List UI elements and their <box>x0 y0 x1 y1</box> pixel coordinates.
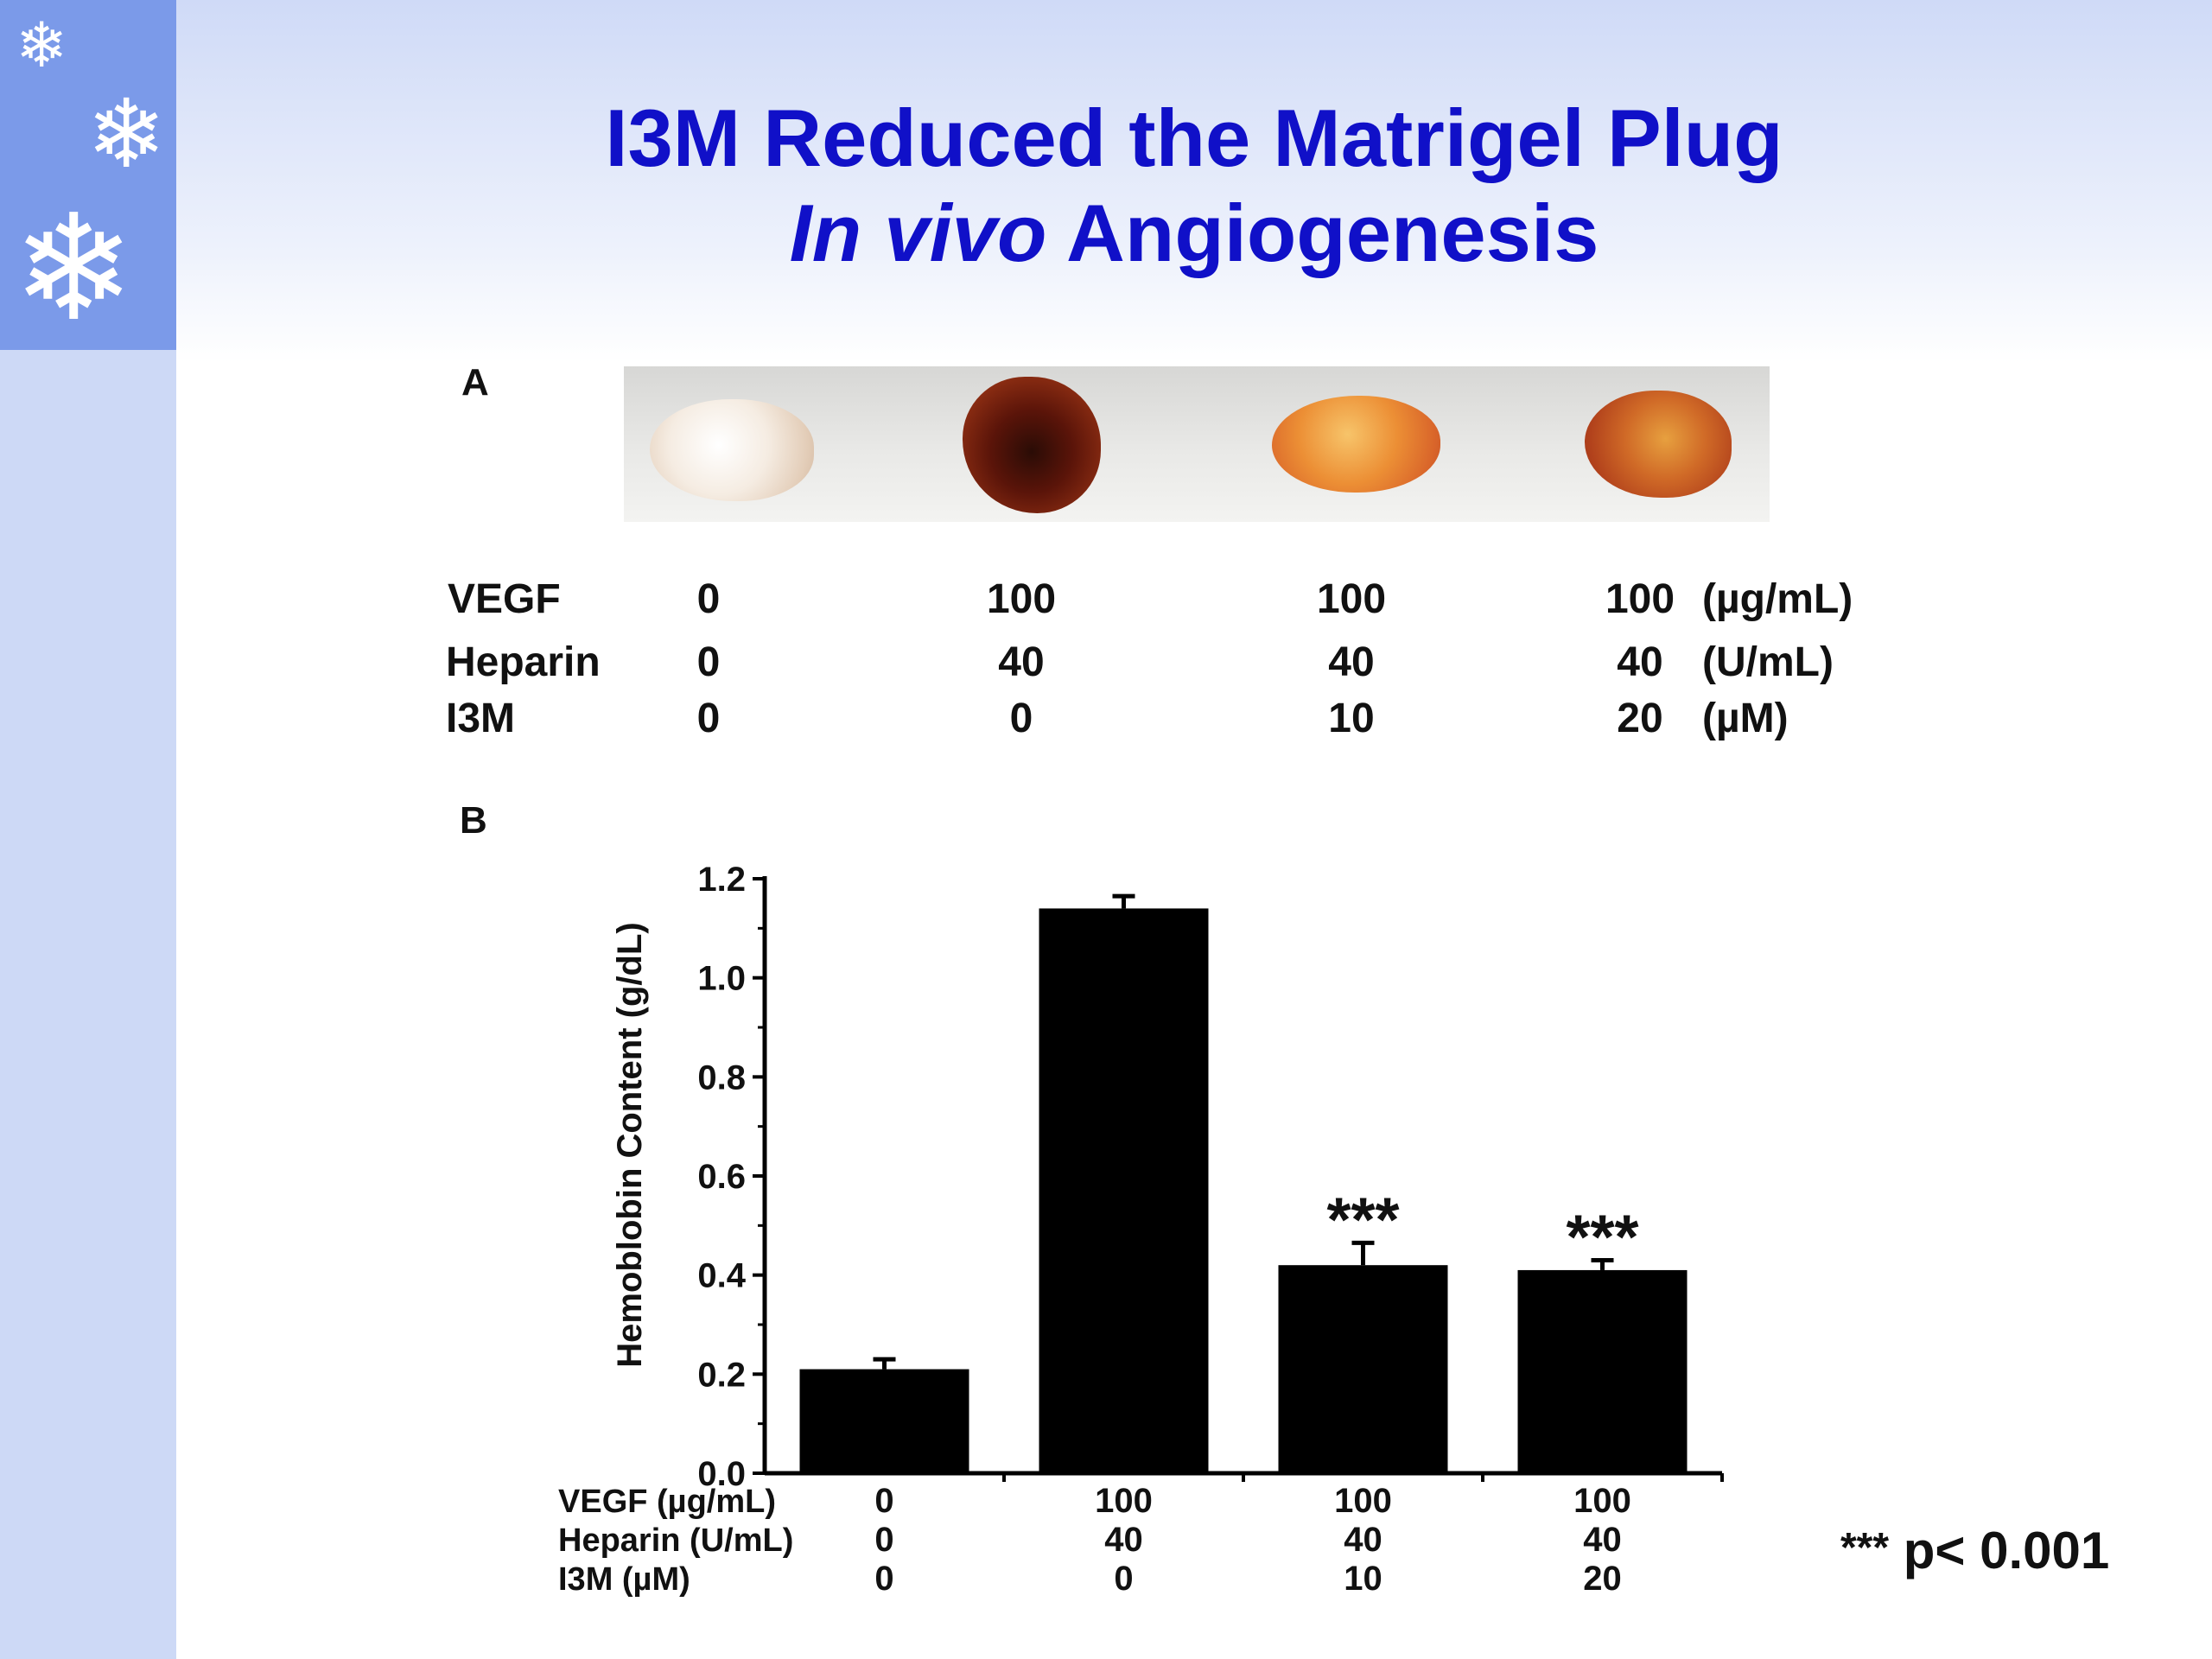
side-decor-panel: ❄ ❄ ❄ <box>0 0 176 350</box>
x-tick-label: 20 <box>1583 1560 1622 1598</box>
slide-background <box>0 0 2212 363</box>
matrigel-plug-photo <box>624 366 1770 522</box>
panel-b-label: B <box>460 799 487 842</box>
table-cell: 100 <box>986 576 1057 622</box>
significance-marker: *** <box>1566 1203 1638 1272</box>
x-tick-label: 0 <box>1114 1560 1133 1598</box>
y-tick-label: 0.2 <box>697 1356 746 1394</box>
y-tick-label: 1.2 <box>697 861 746 899</box>
panel-a-label: A <box>461 361 489 404</box>
table-cell: 10 <box>1328 696 1375 741</box>
y-axis-label: Hemoblobin Content (g/dL) <box>611 922 649 1367</box>
x-row-label: I3M (µM) <box>558 1561 690 1598</box>
x-tick-label: 40 <box>1104 1521 1143 1559</box>
x-tick-label: 100 <box>1334 1482 1392 1520</box>
snowflake-icon: ❄ <box>16 9 68 81</box>
table-row-label: Heparin <box>446 639 601 685</box>
snowflake-icon: ❄ <box>86 79 167 189</box>
table-cell: 20 <box>1617 696 1663 741</box>
x-tick-label: 100 <box>1573 1482 1631 1520</box>
title-line-2: Angiogenesis <box>1046 188 1599 278</box>
table-cell: 0 <box>696 576 721 622</box>
significance-marker: *** <box>1326 1185 1399 1255</box>
table-cell: 0 <box>696 639 721 685</box>
x-tick-label: 0 <box>874 1521 893 1559</box>
y-tick-label: 1.0 <box>697 960 746 998</box>
table-cell: 40 <box>1328 639 1375 685</box>
p-value-text: p< 0.001 <box>1889 1522 2110 1580</box>
table-cell: 40 <box>1617 639 1663 685</box>
x-tick-label: 100 <box>1095 1482 1153 1520</box>
table-cell: 40 <box>998 639 1045 685</box>
table-cell: 0 <box>1009 696 1033 741</box>
table-cell: 100 <box>1316 576 1387 622</box>
table-unit: (U/mL) <box>1702 639 1834 685</box>
table-unit: (µg/mL) <box>1702 576 1853 622</box>
x-row-label: VEGF (µg/mL) <box>558 1484 776 1520</box>
y-tick-label: 0.8 <box>697 1058 746 1096</box>
snowflake-icon: ❄ <box>12 183 136 354</box>
x-tick-label: 40 <box>1583 1521 1622 1559</box>
title-line-1: I3M Reduced the Matrigel Plug <box>605 92 1783 183</box>
bar <box>1278 1265 1448 1473</box>
p-value-stars: *** <box>1840 1525 1890 1571</box>
slide-subtitle: In vivo Angiogenesis <box>176 186 2212 281</box>
x-tick-label: 40 <box>1344 1521 1382 1559</box>
x-row-label: Heparin (U/mL) <box>558 1522 793 1559</box>
table-cell: 0 <box>696 696 721 741</box>
table-cell: 100 <box>1605 576 1675 622</box>
plug-image-1 <box>650 399 814 501</box>
bar <box>1039 908 1209 1473</box>
x-tick-label: 0 <box>874 1560 893 1598</box>
table-unit: (µM) <box>1702 696 1789 741</box>
title-italic-part: In vivo <box>789 188 1047 278</box>
x-tick-label: 0 <box>874 1482 893 1520</box>
x-tick-label: 10 <box>1344 1560 1382 1598</box>
slide-title: I3M Reduced the Matrigel Plug <box>176 91 2212 186</box>
table-row-label: VEGF <box>448 576 561 622</box>
bar <box>799 1369 969 1473</box>
p-value-note: *** p< 0.001 <box>1840 1521 2109 1580</box>
bar <box>1517 1269 1688 1473</box>
y-tick-label: 0.0 <box>697 1455 746 1493</box>
table-row-label: I3M <box>446 696 516 741</box>
plug-image-3 <box>1272 396 1440 493</box>
y-tick-label: 0.6 <box>697 1158 746 1196</box>
y-tick-label: 0.4 <box>697 1257 746 1295</box>
plug-image-4 <box>1585 391 1732 498</box>
plug-image-2 <box>963 377 1101 513</box>
